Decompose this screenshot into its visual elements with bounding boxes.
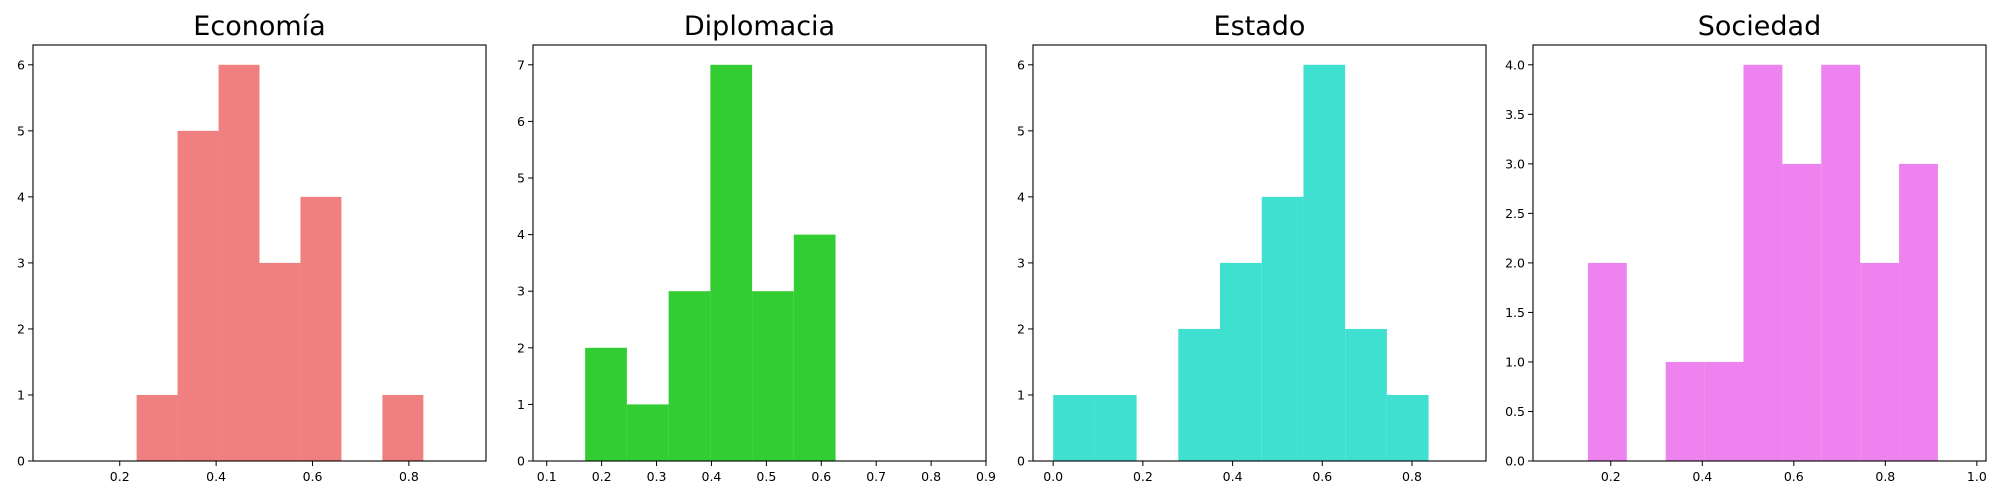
y-tick-label: 1 bbox=[517, 397, 525, 412]
histogram-bar bbox=[626, 404, 669, 461]
histogram-bar bbox=[218, 64, 260, 462]
x-tick-label: 0.9 bbox=[976, 469, 996, 484]
y-tick-label: 0.5 bbox=[1505, 404, 1525, 419]
y-tick-label: 5 bbox=[517, 171, 525, 186]
x-tick-label: 0.8 bbox=[399, 469, 419, 484]
y-tick-label: 6 bbox=[17, 57, 25, 72]
axes-frame bbox=[1532, 44, 1987, 462]
histogram-bar bbox=[1345, 328, 1387, 461]
y-tick-label: 2.0 bbox=[1505, 255, 1525, 270]
panel-economia: 0.2 0.4 0.6 0.8 0 1 2 3 4 5 6 Economía bbox=[17, 11, 487, 484]
histogram-bar bbox=[1782, 163, 1822, 461]
chart-title: Diplomacia bbox=[684, 11, 835, 42]
x-tick-label: 0.1 bbox=[537, 469, 557, 484]
histogram-bar bbox=[1665, 361, 1705, 461]
histogram-bar bbox=[259, 262, 301, 461]
y-tick-label: 5 bbox=[17, 123, 25, 138]
histogram-bar bbox=[300, 196, 342, 461]
histogram-bar bbox=[1587, 262, 1627, 461]
y-tick-label: 6 bbox=[1017, 57, 1025, 72]
histogram-bar bbox=[1178, 328, 1221, 461]
x-tick-label: 0.5 bbox=[756, 469, 776, 484]
x-tick-label: 0.2 bbox=[592, 469, 612, 484]
axes-frame bbox=[1032, 44, 1487, 462]
x-tick-label: 1.0 bbox=[1967, 469, 1987, 484]
x-tick-label: 0.6 bbox=[303, 469, 323, 484]
panel-sociedad: 0.2 0.4 0.6 0.8 1.0 0.0 0.5 1.0 1.5 2.0 2.5 3.0 3.5 4… bbox=[1505, 11, 1987, 484]
y-tick-label: 3 bbox=[517, 284, 525, 299]
axes-frame bbox=[532, 44, 987, 462]
y-tick-label: 3.5 bbox=[1505, 107, 1525, 122]
histogram-bar bbox=[1386, 394, 1429, 461]
histogram-bar bbox=[585, 347, 627, 461]
y-tick-label: 5 bbox=[1017, 123, 1025, 138]
y-tick-label: 3.0 bbox=[1505, 156, 1525, 171]
histogram-bar bbox=[1821, 64, 1861, 462]
histogram-bar bbox=[1303, 64, 1346, 462]
histogram-bar bbox=[1220, 262, 1262, 461]
x-tick-label: 0.7 bbox=[866, 469, 886, 484]
x-tick-label: 0.2 bbox=[1133, 469, 1153, 484]
x-tick-label: 0.2 bbox=[1601, 469, 1621, 484]
y-tick-label: 0 bbox=[1017, 454, 1025, 469]
y-tick-label: 3 bbox=[17, 255, 25, 270]
y-tick-label: 4 bbox=[17, 189, 25, 204]
histogram-bar bbox=[136, 394, 178, 461]
y-tick-label: 2 bbox=[517, 340, 525, 355]
histogram-bar bbox=[1704, 361, 1744, 461]
y-tick-label: 7 bbox=[517, 57, 525, 72]
y-tick-label: 4.0 bbox=[1505, 57, 1525, 72]
chart-title: Estado bbox=[1214, 11, 1306, 42]
y-tick-label: 1 bbox=[1017, 387, 1025, 402]
x-tick-label: 0.4 bbox=[1223, 469, 1243, 484]
y-tick-label: 2 bbox=[1017, 321, 1025, 336]
x-tick-label: 0.4 bbox=[702, 469, 722, 484]
y-tick-label: 3 bbox=[1017, 255, 1025, 270]
x-tick-label: 0.8 bbox=[1402, 469, 1422, 484]
chart-title: Sociedad bbox=[1698, 11, 1821, 42]
x-tick-label: 0.6 bbox=[811, 469, 831, 484]
panel-estado: 0.0 0.2 0.4 0.6 0.8 0 1 2 3 4 5 6 Estado bbox=[1017, 11, 1487, 484]
x-tick-label: 0.2 bbox=[110, 469, 130, 484]
histogram-bar bbox=[752, 291, 794, 461]
y-tick-label: 4 bbox=[1017, 189, 1025, 204]
histogram-bar bbox=[1899, 163, 1938, 461]
x-tick-label: 0.6 bbox=[1784, 469, 1804, 484]
histogram-bar bbox=[710, 64, 753, 462]
histogram-bar bbox=[1743, 64, 1783, 462]
x-tick-label: 0.0 bbox=[1043, 469, 1063, 484]
histogram-bar bbox=[177, 130, 219, 462]
histogram-bar bbox=[1053, 394, 1095, 461]
y-tick-label: 0.0 bbox=[1505, 454, 1525, 469]
histogram-bar bbox=[1860, 262, 1900, 461]
histogram-bar bbox=[793, 234, 836, 461]
panel-diplomacia: 0.1 0.2 0.3 0.4 0.5 0.6 0.7 0.8 0.9 0 1 2 3 4 5 6 7 Diplo… bbox=[517, 11, 996, 484]
y-tick-label: 1.0 bbox=[1505, 354, 1525, 369]
x-tick-label: 0.8 bbox=[921, 469, 941, 484]
y-tick-label: 4 bbox=[517, 227, 525, 242]
y-tick-label: 0 bbox=[17, 454, 25, 469]
x-tick-label: 0.3 bbox=[647, 469, 667, 484]
histogram-bar bbox=[1094, 394, 1137, 461]
y-tick-label: 1.5 bbox=[1505, 305, 1525, 320]
y-tick-label: 6 bbox=[517, 114, 525, 129]
y-tick-label: 2 bbox=[17, 321, 25, 336]
x-tick-label: 0.6 bbox=[1312, 469, 1332, 484]
axes-frame bbox=[32, 44, 487, 462]
histogram-bar bbox=[1261, 196, 1304, 461]
y-tick-label: 1 bbox=[17, 387, 25, 402]
y-tick-label: 2.5 bbox=[1505, 206, 1525, 221]
y-tick-label: 0 bbox=[517, 454, 525, 469]
x-tick-label: 0.4 bbox=[206, 469, 226, 484]
chart-title: Economía bbox=[193, 11, 325, 42]
x-tick-label: 0.8 bbox=[1875, 469, 1895, 484]
x-tick-label: 0.4 bbox=[1692, 469, 1712, 484]
histogram-bar bbox=[668, 291, 711, 461]
histogram-bar bbox=[382, 394, 424, 461]
